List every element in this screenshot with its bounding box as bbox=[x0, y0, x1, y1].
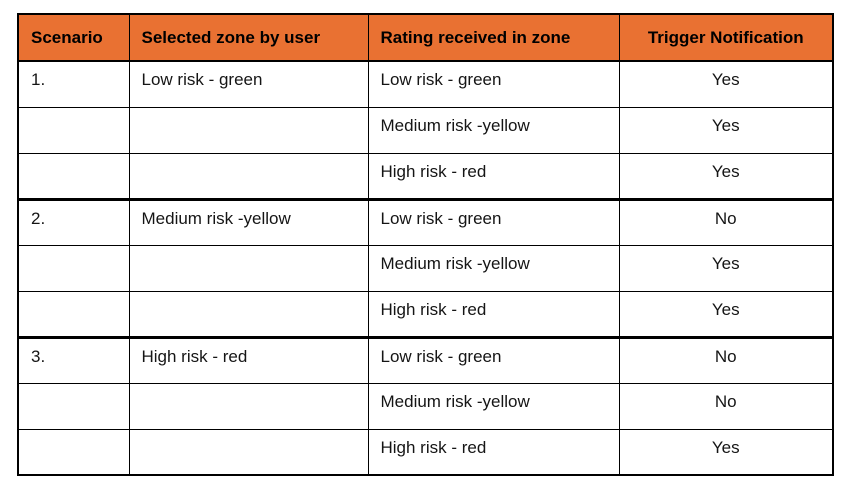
cell-rating: High risk - red bbox=[367, 428, 620, 476]
table-row: 2. Medium risk -yellow Low risk - green … bbox=[17, 198, 834, 246]
cell-selected-zone: Medium risk -yellow bbox=[128, 198, 369, 246]
header-trigger-notification: Trigger Notification bbox=[618, 13, 834, 62]
cell-scenario bbox=[17, 290, 130, 339]
cell-scenario: 1. bbox=[17, 60, 130, 108]
cell-trigger: Yes bbox=[618, 244, 834, 292]
table-row: 3. High risk - red Low risk - green No bbox=[17, 336, 834, 384]
table-row: High risk - red Yes bbox=[17, 152, 834, 201]
cell-scenario: 2. bbox=[17, 198, 130, 246]
table-row: Medium risk -yellow No bbox=[17, 382, 834, 430]
cell-selected-zone bbox=[128, 290, 369, 339]
cell-rating: Low risk - green bbox=[367, 336, 620, 384]
cell-rating: Medium risk -yellow bbox=[367, 106, 620, 154]
cell-rating: Medium risk -yellow bbox=[367, 244, 620, 292]
cell-rating: High risk - red bbox=[367, 152, 620, 201]
cell-scenario bbox=[17, 106, 130, 154]
cell-selected-zone bbox=[128, 382, 369, 430]
cell-trigger: Yes bbox=[618, 106, 834, 154]
table-row: Medium risk -yellow Yes bbox=[17, 106, 834, 154]
header-selected-zone: Selected zone by user bbox=[128, 13, 369, 62]
cell-rating: Low risk - green bbox=[367, 60, 620, 108]
cell-scenario bbox=[17, 382, 130, 430]
cell-trigger: Yes bbox=[618, 60, 834, 108]
cell-trigger: Yes bbox=[618, 290, 834, 339]
table-row: 1. Low risk - green Low risk - green Yes bbox=[17, 60, 834, 108]
cell-selected-zone bbox=[128, 428, 369, 476]
cell-trigger: Yes bbox=[618, 152, 834, 201]
cell-selected-zone: High risk - red bbox=[128, 336, 369, 384]
header-scenario: Scenario bbox=[17, 13, 130, 62]
cell-rating: Low risk - green bbox=[367, 198, 620, 246]
cell-trigger: No bbox=[618, 382, 834, 430]
cell-trigger: No bbox=[618, 336, 834, 384]
cell-rating: Medium risk -yellow bbox=[367, 382, 620, 430]
header-row: Scenario Selected zone by user Rating re… bbox=[17, 13, 834, 62]
table-row: High risk - red Yes bbox=[17, 290, 834, 339]
cell-rating: High risk - red bbox=[367, 290, 620, 339]
scenarios-table: Scenario Selected zone by user Rating re… bbox=[17, 13, 834, 476]
cell-selected-zone bbox=[128, 244, 369, 292]
cell-scenario bbox=[17, 428, 130, 476]
cell-scenario: 3. bbox=[17, 336, 130, 384]
cell-trigger: No bbox=[618, 198, 834, 246]
cell-trigger: Yes bbox=[618, 428, 834, 476]
header-rating-received: Rating received in zone bbox=[367, 13, 620, 62]
cell-scenario bbox=[17, 152, 130, 201]
table-row: Medium risk -yellow Yes bbox=[17, 244, 834, 292]
cell-selected-zone bbox=[128, 152, 369, 201]
cell-scenario bbox=[17, 244, 130, 292]
cell-selected-zone: Low risk - green bbox=[128, 60, 369, 108]
table-row: High risk - red Yes bbox=[17, 428, 834, 476]
cell-selected-zone bbox=[128, 106, 369, 154]
